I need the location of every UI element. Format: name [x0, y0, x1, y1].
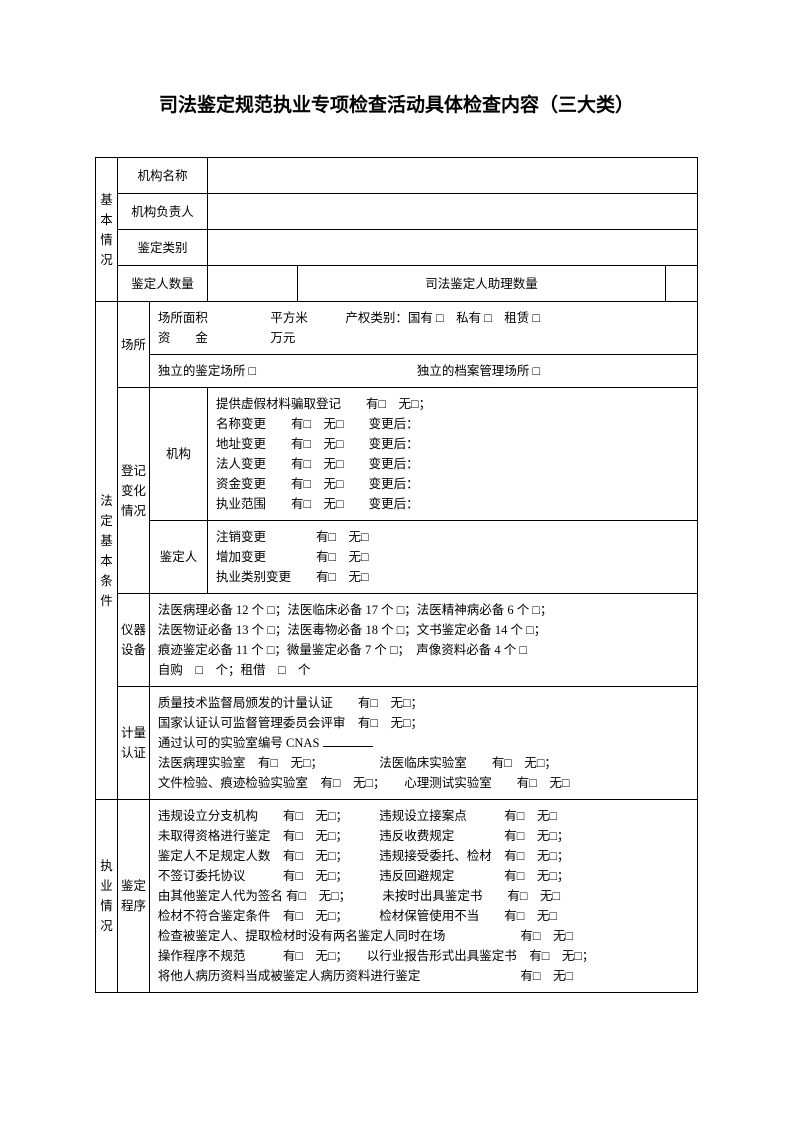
cert-content: 质量技术监督局颁发的计量认证 有□ 无□； 国家认证认可监督管理委员会评审 有□…	[149, 687, 697, 800]
page: 司法鉴定规范执业专项检查活动具体检查内容（三大类） 基本情况 机构名称 机构负责…	[0, 0, 793, 1122]
cert-l2: 国家认证认可监督管理委员会评审 有□ 无□；	[158, 713, 691, 733]
appraiser-count-label: 鉴定人数量	[118, 266, 208, 302]
p1: 违规设立分支机构 有□ 无□； 违规设立接案点 有□ 无□	[158, 806, 691, 826]
equip-l2: 法医物证必备 13 个 □；法医毒物必备 18 个 □；文书鉴定必备 14 个 …	[158, 620, 691, 640]
place-3a: 独立的鉴定场所 □	[158, 361, 414, 381]
org-head-label: 机构负责人	[118, 194, 208, 230]
place-content-2: 独立的鉴定场所 □ 独立的档案管理场所 □	[149, 355, 697, 388]
cert-l5: 文件检验、痕迹检验实验室 有□ 无□； 心理测试实验室 有□ 无□	[158, 773, 691, 793]
proc-label: 鉴定程序	[118, 800, 150, 993]
appraisal-type-field[interactable]	[208, 230, 698, 266]
equip-label: 仪器设备	[118, 594, 150, 687]
place-3b: 独立的档案管理场所 □	[417, 364, 540, 378]
place-line1: 场所面积 平方米 产权类别：国有 □ 私有 □ 租赁 □	[158, 308, 691, 328]
section-basic: 基本情况	[96, 158, 118, 302]
place-label: 场所	[118, 302, 150, 388]
equip-l3: 痕迹鉴定必备 11 个 □；微量鉴定必备 7 个 □； 声像资料必备 4 个 □	[158, 640, 691, 660]
reg-person-l1: 注销变更 有□ 无□	[216, 527, 691, 547]
cert-l3a: 通过认可的实验室编号 CNAS	[158, 736, 323, 750]
reg-org-l2: 名称变更 有□ 无□ 变更后：	[216, 414, 691, 434]
reg-org-l1: 提供虚假材料骗取登记 有□ 无□；	[216, 394, 691, 414]
p5: 由其他鉴定人代为签名 有□ 无□； 未按时出具鉴定书 有□ 无□	[158, 886, 691, 906]
reg-person-l3: 执业类别变更 有□ 无□	[216, 567, 691, 587]
p4: 不签订委托协议 有□ 无□； 违反回避规定 有□ 无□；	[158, 866, 691, 886]
org-name-label: 机构名称	[118, 158, 208, 194]
section-practice: 执业情况	[96, 800, 118, 993]
p2: 未取得资格进行鉴定 有□ 无□； 违反收费规定 有□ 无□；	[158, 826, 691, 846]
assistant-count-label: 司法鉴定人助理数量	[298, 266, 666, 302]
reg-label: 登记变化情况	[118, 388, 150, 594]
cert-l4: 法医病理实验室 有□ 无□； 法医临床实验室 有□ 无□；	[158, 753, 691, 773]
cert-l3: 通过认可的实验室编号 CNAS	[158, 733, 691, 753]
org-head-field[interactable]	[208, 194, 698, 230]
reg-org-l4: 法人变更 有□ 无□ 变更后：	[216, 454, 691, 474]
cnas-blank[interactable]	[323, 735, 373, 748]
reg-org-l6: 执业范围 有□ 无□ 变更后：	[216, 494, 691, 514]
place-line2: 资 金 万元	[158, 328, 691, 348]
reg-person-content: 注销变更 有□ 无□ 增加变更 有□ 无□ 执业类别变更 有□ 无□	[208, 521, 698, 594]
p8: 操作程序不规范 有□ 无□； 以行业报告形式出具鉴定书 有□ 无□；	[158, 946, 691, 966]
section-legal: 法定基本条件	[96, 302, 118, 800]
p9: 将他人病历资料当成被鉴定人病历资料进行鉴定 有□ 无□	[158, 966, 691, 986]
appraisal-type-label: 鉴定类别	[118, 230, 208, 266]
place-content-1: 场所面积 平方米 产权类别：国有 □ 私有 □ 租赁 □ 资 金 万元	[149, 302, 697, 355]
reg-person-label: 鉴定人	[149, 521, 207, 594]
cert-label: 计量认证	[118, 687, 150, 800]
p6: 检材不符合鉴定条件 有□ 无□； 检材保管使用不当 有□ 无□	[158, 906, 691, 926]
reg-org-l3: 地址变更 有□ 无□ 变更后：	[216, 434, 691, 454]
reg-org-label: 机构	[149, 388, 207, 521]
equip-l1: 法医病理必备 12 个 □；法医临床必备 17 个 □；法医精神病必备 6 个 …	[158, 600, 691, 620]
reg-person-l2: 增加变更 有□ 无□	[216, 547, 691, 567]
p3: 鉴定人不足规定人数 有□ 无□； 违规接受委托、检材 有□ 无□；	[158, 846, 691, 866]
proc-content: 违规设立分支机构 有□ 无□； 违规设立接案点 有□ 无□ 未取得资格进行鉴定 …	[149, 800, 697, 993]
main-table: 基本情况 机构名称 机构负责人 鉴定类别 鉴定人数量 司法鉴定人助理数量 法定基…	[95, 157, 698, 993]
reg-org-l5: 资金变更 有□ 无□ 变更后：	[216, 474, 691, 494]
appraiser-count-field[interactable]	[208, 266, 298, 302]
page-title: 司法鉴定规范执业专项检查活动具体检查内容（三大类）	[95, 90, 698, 117]
equip-l4: 自购 □ 个；租借 □ 个	[158, 660, 691, 680]
cert-l1: 质量技术监督局颁发的计量认证 有□ 无□；	[158, 693, 691, 713]
org-name-field[interactable]	[208, 158, 698, 194]
p7: 检查被鉴定人、提取检材时没有两名鉴定人同时在场 有□ 无□	[158, 926, 691, 946]
equip-content: 法医病理必备 12 个 □；法医临床必备 17 个 □；法医精神病必备 6 个 …	[149, 594, 697, 687]
reg-org-content: 提供虚假材料骗取登记 有□ 无□； 名称变更 有□ 无□ 变更后： 地址变更 有…	[208, 388, 698, 521]
assistant-count-field[interactable]	[666, 266, 698, 302]
